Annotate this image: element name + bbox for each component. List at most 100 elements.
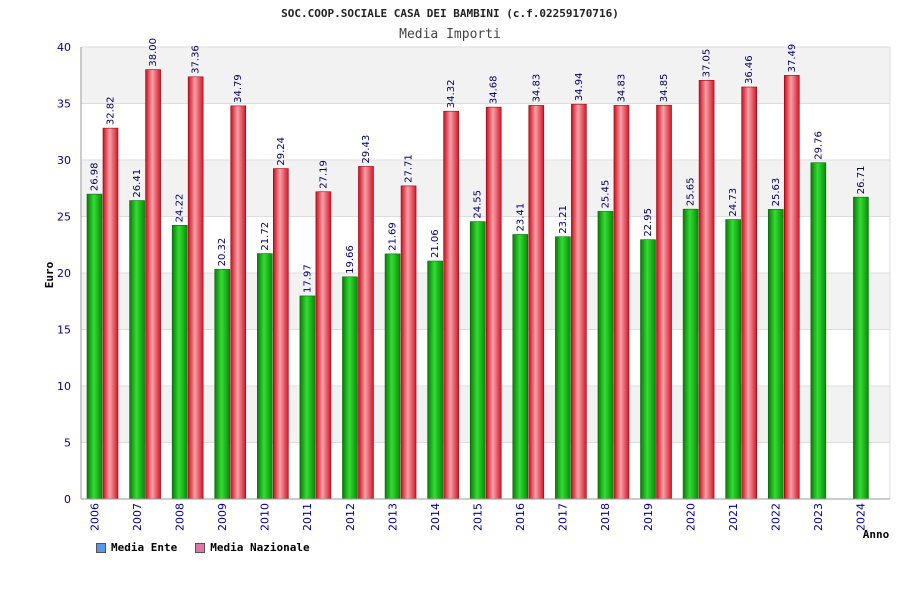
data-label: 32.82 [106,96,117,125]
data-label: 29.76 [813,131,824,160]
y-tick-label: 25 [57,211,71,224]
y-axis-label: Euro [43,261,56,288]
bars: 26.98 32.82 26.41 38.00 24.22 37.36 20.32 34.79… [86,38,869,500]
legend-item-media-ente: Media Ente [96,541,177,554]
bar-media-ente-2019 [640,239,656,500]
bar-media-ente-2020 [682,208,699,500]
x-tick-label: 2008 [173,503,186,531]
data-label: 36.46 [744,55,755,84]
data-label: 27.19 [318,160,329,189]
x-tick-label: 2024 [855,503,868,531]
x-tick-label: 2009 [216,503,229,531]
x-tick-label: 2019 [642,503,655,531]
bar-media-ente-2012 [342,276,358,500]
x-tick-label: 2017 [557,503,570,531]
bar-media-nazionale-2020 [698,80,715,500]
y-tick-label: 10 [57,380,71,393]
bar-media-ente-2015 [469,221,486,500]
x-tick-label: 2023 [812,503,825,531]
bar-media-nazionale-2011 [315,191,332,500]
bar-media-nazionale-2014 [443,110,459,500]
bar-media-ente-2022 [767,209,784,500]
x-tick-label: 2007 [131,503,144,531]
bar-media-nazionale-2022 [783,75,800,500]
x-axis-label: Anno [863,528,890,541]
bar-media-nazionale-2019 [656,104,672,500]
data-label: 26.41 [132,169,143,198]
legend-item-media-nazionale: Media Nazionale [195,541,310,554]
data-label: 34.83 [531,74,542,103]
bar-media-ente-2021 [725,219,741,500]
x-axis: 2006 2007 2008 2009 2010 2011 2012 2013 2014 2015… [81,498,890,531]
bar-media-nazionale-2009 [230,105,247,500]
legend-swatch-media-nazionale [195,542,206,553]
legend-label-media-ente: Media Ente [111,541,178,554]
legend-label-media-nazionale: Media Nazionale [210,541,310,554]
x-tick-label: 2013 [386,503,399,531]
data-label: 25.65 [686,178,697,207]
x-tick-label: 2022 [770,503,783,531]
chart-title: SOC.COOP.SOCIALE CASA DEI BAMBINI (c.f.0… [281,7,619,20]
bar-media-ente-2008 [171,225,188,500]
bar-media-ente-2009 [214,269,231,500]
bar-media-ente-2024 [853,196,869,500]
bar-media-nazionale-2017 [571,103,587,500]
data-label: 24.73 [728,188,739,217]
data-label: 34.85 [659,74,670,103]
data-label: 34.32 [446,80,457,109]
data-label: 34.68 [489,75,500,104]
data-label: 22.95 [643,208,654,237]
y-tick-label: 20 [57,267,71,280]
legend: Media Ente Media Nazionale [96,541,310,554]
data-label: 24.22 [175,194,186,223]
y-tick-label: 40 [57,41,71,54]
data-label: 21.69 [388,222,399,251]
y-tick-label: 35 [57,98,71,111]
bar-media-ente-2013 [384,253,401,500]
bar-media-nazionale-2015 [485,106,502,500]
bar-media-ente-2016 [512,234,529,500]
data-label: 23.21 [558,205,569,234]
data-label: 20.32 [217,238,228,267]
data-label: 29.24 [276,137,287,166]
bar-media-ente-2011 [299,295,316,500]
y-tick-label: 0 [64,493,71,506]
x-tick-label: 2011 [301,503,314,531]
bar-media-nazionale-2008 [187,76,204,500]
data-label: 37.05 [702,49,713,78]
bar-media-nazionale-2018 [613,105,630,500]
x-tick-label: 2016 [514,503,527,531]
y-tick-label: 30 [57,154,71,167]
bar-media-nazionale-2016 [528,105,545,500]
data-label: 19.66 [345,245,356,274]
x-tick-label: 2012 [344,503,357,531]
legend-swatch-media-ente [96,542,106,553]
bar-media-nazionale-2007 [145,69,161,500]
data-label: 27.71 [404,154,415,183]
x-tick-label: 2020 [684,503,697,531]
bar-media-ente-2017 [555,236,571,500]
bar-media-ente-2018 [597,211,614,500]
data-label: 34.79 [233,74,244,103]
bar-media-nazionale-2006 [102,127,119,500]
x-tick-label: 2014 [429,503,442,531]
bar-media-nazionale-2012 [358,166,374,500]
bar-media-ente-2010 [257,253,273,500]
x-tick-label: 2018 [599,503,612,531]
x-tick-label: 2015 [472,503,485,531]
x-tick-label: 2010 [259,503,272,531]
data-label: 25.45 [600,180,611,209]
bar-media-ente-2006 [86,193,103,500]
data-label: 17.97 [302,264,313,293]
data-label: 38.00 [148,38,159,67]
bar-media-ente-2007 [129,200,145,500]
data-label: 34.83 [616,74,627,103]
y-axis: 0 5 10 15 20 25 30 35 40 [57,41,82,506]
data-label: 25.63 [771,178,782,207]
data-label: 21.72 [260,222,271,251]
x-tick-label: 2021 [727,503,740,531]
bar-media-ente-2014 [427,260,443,500]
bar-media-nazionale-2010 [273,168,289,500]
y-tick-label: 15 [57,324,71,337]
